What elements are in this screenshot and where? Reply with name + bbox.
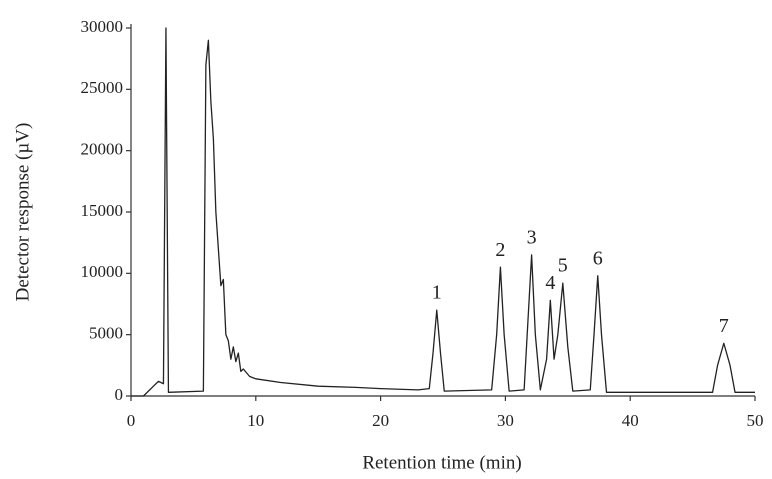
peak-label: 6: [593, 247, 603, 269]
y-tick-label: 25000: [81, 78, 124, 97]
x-axis-label: Retention time (min): [362, 452, 521, 473]
chart: Retention time (min) Detector response (…: [0, 0, 772, 479]
peak-label: 7: [719, 315, 729, 337]
y-tick-label: 30000: [81, 17, 124, 36]
y-axis-label: Detector response (µV): [12, 123, 33, 302]
peak-label: 5: [558, 255, 568, 277]
x-tick-label: 50: [747, 411, 764, 430]
peak-label: 3: [527, 227, 537, 249]
x-tick-label: 20: [372, 411, 389, 430]
x-tick-label: 30: [497, 411, 514, 430]
chromatogram-line: [131, 28, 755, 396]
peak-label: 2: [495, 239, 505, 261]
y-tick-label: 0: [115, 385, 124, 404]
y-tick-label: 5000: [89, 324, 123, 343]
peak-label: 4: [545, 272, 555, 294]
x-tick-label: 10: [247, 411, 264, 430]
peak-label: 1: [432, 282, 442, 304]
x-tick-label: 40: [622, 411, 639, 430]
y-tick-label: 15000: [81, 201, 124, 220]
y-tick-label: 10000: [81, 262, 124, 281]
y-tick-label: 20000: [81, 140, 124, 159]
x-tick-label: 0: [127, 411, 136, 430]
